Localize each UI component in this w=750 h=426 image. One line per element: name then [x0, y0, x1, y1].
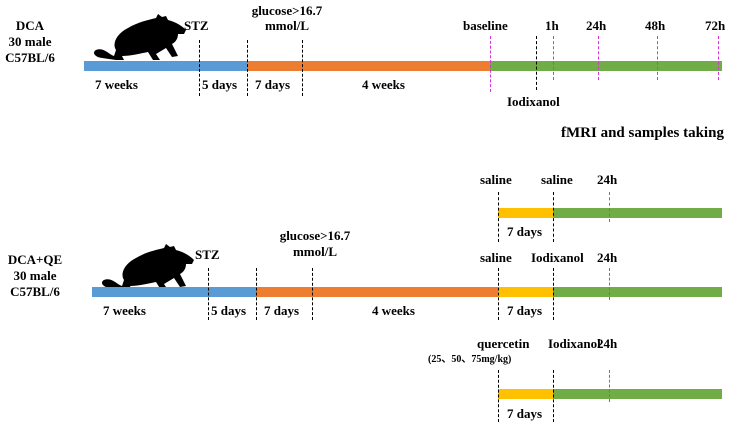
branch-saline-marker-24h [609, 192, 610, 222]
group2-divider-treatment-end [553, 268, 554, 320]
branch-main-label-1: saline [480, 250, 512, 265]
branch-quercetin-divider-start [498, 370, 499, 422]
group1-duration-5days: 5 days [202, 77, 238, 92]
group1-glucose-line2: mmol/L [264, 18, 310, 33]
branch-saline-divider-start [498, 192, 499, 242]
branch-main-label-2: Iodixanol [531, 250, 584, 265]
group1-baseline-label: baseline [463, 18, 508, 33]
group2-bar-observation [553, 287, 722, 297]
group1-duration-7days: 7 days [255, 77, 291, 92]
group1-marker-baseline [490, 36, 491, 92]
branch-quercetin-time: 24h [597, 336, 618, 351]
rat-icon [102, 244, 194, 290]
group1-marker-48h [657, 36, 658, 80]
group1-bar-weeks [84, 61, 247, 71]
branch-saline-time: 24h [597, 172, 618, 187]
group1-bar-observation [490, 61, 722, 71]
branch-quercetin-duration: 7 days [507, 406, 543, 421]
group1-time-1h: 1h [545, 18, 559, 33]
group2-divider-stz [208, 268, 209, 320]
group2-bar-diabetes [256, 287, 498, 297]
branch-quercetin-dose: (25、50、75mg/kg) [428, 354, 512, 365]
group1-marker-1h [553, 36, 554, 80]
branch-quercetin-divider-end [553, 370, 554, 422]
group2-marker-24h [609, 268, 610, 300]
fmri-label: fMRI and samples taking [561, 125, 724, 141]
group1-divider-7days [247, 40, 248, 96]
group2-bar-treatment [498, 287, 553, 297]
group1-name-line1: DCA [15, 18, 45, 33]
branch-saline-label-2: saline [541, 172, 573, 187]
group2-name-line2: 30 male [13, 268, 57, 283]
group2-divider-glucose [312, 268, 313, 320]
branch-main-duration: 7 days [507, 303, 543, 318]
group2-glucose-line1: glucose>16.7 [279, 228, 351, 243]
group1-name-line2: 30 male [8, 34, 52, 49]
group2-bar-weeks [92, 287, 256, 297]
group1-iodixanol-label: Iodixanol [507, 94, 560, 109]
group1-stz-label: STZ [184, 18, 209, 33]
branch-quercetin-marker-24h [609, 370, 610, 402]
group2-duration-7weeks: 7 weeks [103, 303, 146, 318]
group1-divider-glucose [302, 40, 303, 96]
rat-icon [94, 14, 186, 60]
branch-quercetin-iodixanol: Iodixanol [548, 336, 601, 351]
group1-bar-diabetes [247, 61, 490, 71]
group1-duration-7weeks: 7 weeks [95, 77, 138, 92]
group2-name-line3: C57BL/6 [10, 284, 60, 299]
group2-divider-7days [256, 268, 257, 320]
group2-duration-4weeks: 4 weeks [372, 303, 415, 318]
group2-glucose-line2: mmol/L [292, 244, 338, 259]
group1-divider-stz [199, 40, 200, 96]
group2-duration-5days: 5 days [211, 303, 247, 318]
branch-quercetin-label: quercetin [477, 336, 530, 351]
group1-glucose-line1: glucose>16.7 [251, 3, 323, 18]
branch-quercetin-bar-green [553, 389, 722, 399]
group1-duration-4weeks: 4 weeks [362, 77, 405, 92]
branch-saline-bar-green [553, 208, 722, 218]
group1-divider-iodixanol [536, 36, 537, 90]
group1-time-72h: 72h [705, 18, 726, 33]
branch-main-time: 24h [597, 250, 618, 265]
group2-name-line1: DCA+QE [7, 252, 63, 267]
branch-saline-bar-yellow [498, 208, 553, 218]
branch-saline-duration: 7 days [507, 224, 543, 239]
branch-saline-divider-end [553, 192, 554, 242]
branch-saline-label-1: saline [480, 172, 512, 187]
group2-stz-label: STZ [195, 247, 220, 262]
group1-time-24h: 24h [586, 18, 607, 33]
group1-marker-24h [598, 36, 599, 80]
group1-name-line3: C57BL/6 [5, 50, 55, 65]
group2-duration-7days: 7 days [264, 303, 300, 318]
branch-quercetin-bar-yellow [498, 389, 553, 399]
group1-time-48h: 48h [645, 18, 666, 33]
group1-marker-72h [718, 36, 719, 80]
group2-divider-treatment-start [498, 268, 499, 320]
